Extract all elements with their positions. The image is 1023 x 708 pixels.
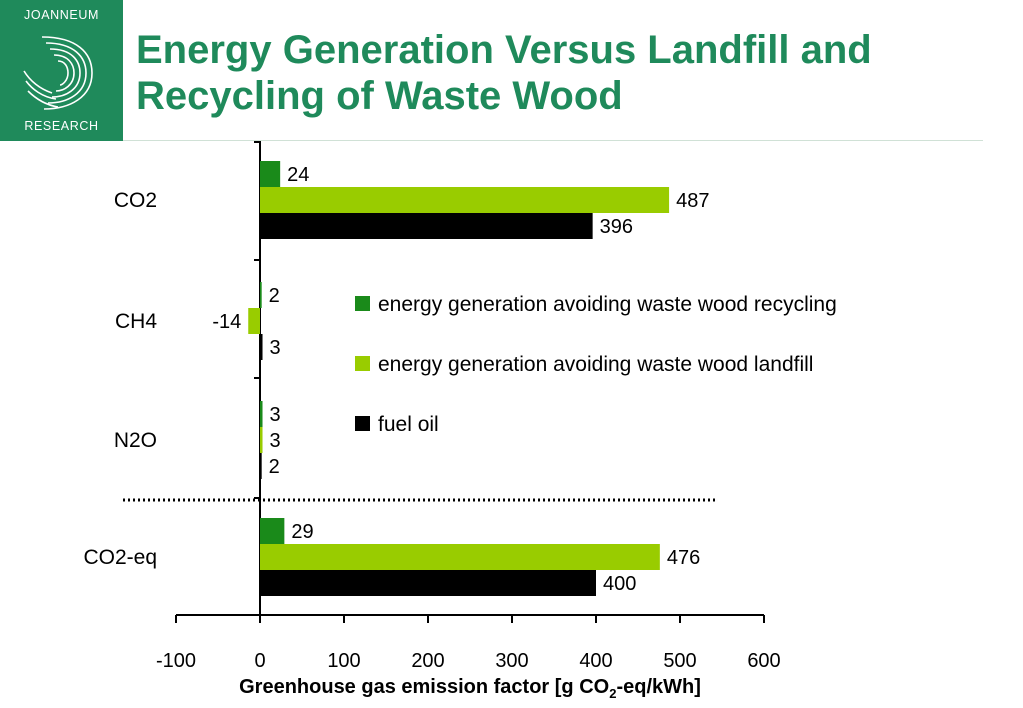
bar: [260, 427, 263, 453]
data-label: 24: [287, 164, 309, 186]
data-label: 3: [270, 337, 281, 359]
x-axis-label-tail: -eq/kWh]: [616, 676, 701, 698]
bar: [260, 161, 281, 187]
legend-swatch: [355, 416, 370, 431]
x-tick-label: 300: [495, 650, 528, 672]
bar: [248, 308, 260, 334]
joanneum-research-logo: JOANNEUM RESEARCH: [0, 0, 123, 141]
bar: [260, 187, 670, 213]
x-tick-label: 0: [254, 650, 265, 672]
data-label: 3: [270, 430, 281, 452]
category-label: CH4: [115, 310, 157, 333]
x-tick-label: 100: [327, 650, 360, 672]
data-label: 2: [269, 456, 280, 478]
legend-label: energy generation avoiding waste wood re…: [378, 293, 837, 316]
data-label: 487: [676, 190, 709, 212]
legend-swatch: [355, 356, 370, 371]
x-tick-label: 400: [579, 650, 612, 672]
bar: [260, 213, 593, 239]
category-label: CO2-eq: [83, 546, 157, 569]
logo-top-text: JOANNEUM: [24, 8, 99, 22]
data-label: 476: [667, 547, 700, 569]
x-tick-label: -100: [156, 650, 196, 672]
logo-wave-icon: [23, 36, 93, 110]
data-label: 396: [600, 216, 633, 238]
bar: [260, 570, 596, 596]
legend-label: fuel oil: [378, 413, 439, 436]
bar: [260, 518, 285, 544]
bar: [260, 334, 263, 360]
data-label: 400: [603, 573, 636, 595]
legend-label: energy generation avoiding waste wood la…: [378, 353, 813, 376]
x-axis-label: Greenhouse gas emission factor [g CO2-eq…: [0, 676, 940, 701]
x-tick-label: 500: [663, 650, 696, 672]
bar: [260, 453, 262, 479]
title-divider: [123, 140, 983, 141]
bar: [260, 401, 263, 427]
x-tick-label: 200: [411, 650, 444, 672]
logo-bottom-text: RESEARCH: [24, 119, 99, 133]
bar: [260, 544, 660, 570]
x-axis-label-main: Greenhouse gas emission factor [g CO: [239, 676, 610, 698]
category-label: N2O: [114, 429, 157, 452]
bar: [260, 282, 262, 308]
data-label: 3: [270, 404, 281, 426]
data-label: 2: [269, 285, 280, 307]
category-label: CO2: [114, 189, 157, 212]
x-tick-label: 600: [747, 650, 780, 672]
data-label: -14: [212, 311, 241, 333]
page-title: Energy Generation Versus Landfill and Re…: [136, 28, 872, 118]
data-label: 29: [291, 521, 313, 543]
x-axis-label-subscript: 2: [609, 686, 617, 701]
legend-swatch: [355, 296, 370, 311]
